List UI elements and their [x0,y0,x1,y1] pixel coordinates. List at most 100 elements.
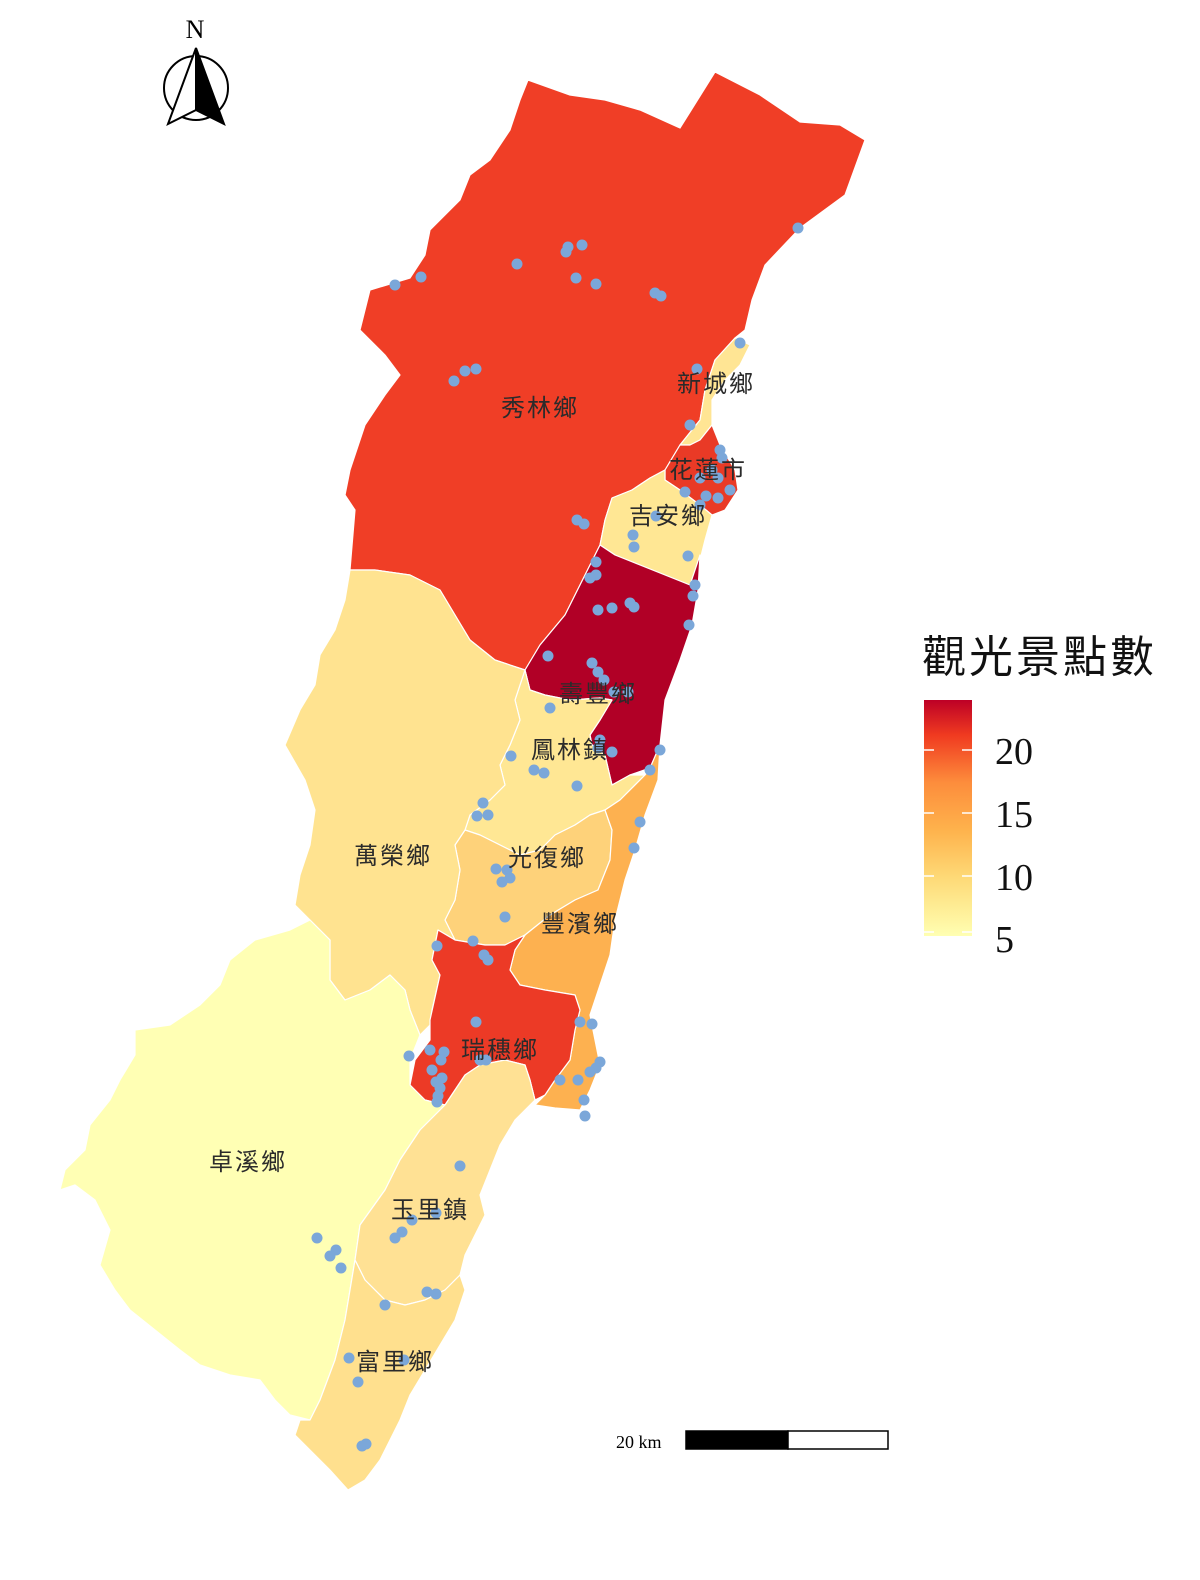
poi-point[interactable] [430,1207,442,1219]
poi-point[interactable] [560,246,572,258]
poi-point[interactable] [398,1354,410,1366]
poi-point[interactable] [691,363,703,375]
poi-point[interactable] [687,590,699,602]
poi-point[interactable] [592,742,604,754]
poi-point[interactable] [584,572,596,584]
poi-point[interactable] [576,239,588,251]
poi-point[interactable] [679,486,691,498]
poi-point[interactable] [448,375,460,387]
poi-point[interactable] [592,604,604,616]
poi-point[interactable] [542,650,554,662]
poi-point[interactable] [712,472,724,484]
poi-point[interactable] [606,746,618,758]
poi-point[interactable] [683,619,695,631]
poi-point[interactable] [471,810,483,822]
poi-point[interactable] [724,484,736,496]
town-label-zhuoxi: 卓溪鄉 [209,1148,287,1176]
poi-point[interactable] [598,674,610,686]
town-label-yuli: 玉里鎮 [391,1196,469,1224]
poi-point[interactable] [335,1262,347,1274]
poi-point[interactable] [579,1110,591,1122]
poi-point[interactable] [528,764,540,776]
poi-point[interactable] [505,750,517,762]
scale-bar-black-segment [685,1430,789,1450]
poi-point[interactable] [482,809,494,821]
poi-point[interactable] [343,1352,355,1364]
poi-point[interactable] [430,1288,442,1300]
poi-point[interactable] [379,1299,391,1311]
poi-point[interactable] [421,1286,433,1298]
poi-point[interactable] [436,1072,448,1084]
poi-point[interactable] [584,1066,596,1078]
poi-point[interactable] [406,1214,418,1226]
poi-point[interactable] [544,702,556,714]
poi-point[interactable] [454,1160,466,1172]
poi-point[interactable] [482,954,494,966]
poi-point[interactable] [622,686,634,698]
poi-point[interactable] [435,1054,447,1066]
poi-point[interactable] [684,419,696,431]
poi-point[interactable] [389,1232,401,1244]
poi-point[interactable] [694,499,706,511]
poi-point[interactable] [470,363,482,375]
poi-point[interactable] [360,1438,372,1450]
town-label-fenglin: 鳳林鎮 [531,736,609,764]
poi-point[interactable] [431,940,443,952]
poi-point[interactable] [490,863,502,875]
poi-point[interactable] [511,258,523,270]
poi-point[interactable] [655,290,667,302]
poi-point[interactable] [424,1044,436,1056]
poi-point[interactable] [574,1016,586,1028]
poi-point[interactable] [470,1016,482,1028]
poi-point[interactable] [459,365,471,377]
poi-point[interactable] [592,666,604,678]
poi-point[interactable] [650,510,662,522]
poi-point[interactable] [403,1050,415,1062]
town-label-wanrong: 萬榮鄉 [354,842,432,870]
poi-point[interactable] [689,579,701,591]
poi-point[interactable] [634,816,646,828]
poi-point[interactable] [586,1018,598,1030]
poi-point[interactable] [590,556,602,568]
poi-point[interactable] [712,492,724,504]
poi-point[interactable] [431,1096,443,1108]
poi-point[interactable] [578,518,590,530]
poi-point[interactable] [477,797,489,809]
poi-point[interactable] [627,529,639,541]
poi-point[interactable] [700,490,712,502]
poi-point[interactable] [644,764,656,776]
poi-point[interactable] [499,911,511,923]
poi-point[interactable] [586,657,598,669]
poi-point[interactable] [415,271,427,283]
poi-point[interactable] [572,1074,584,1086]
legend-tick-5: 5 [995,919,1014,961]
poi-points [311,222,804,1452]
poi-point[interactable] [792,222,804,234]
poi-point[interactable] [628,541,640,553]
poi-point[interactable] [426,1064,438,1076]
region-yuli[interactable] [354,1059,536,1306]
poi-point[interactable] [311,1232,323,1244]
poi-point[interactable] [716,452,728,464]
poi-point[interactable] [706,464,718,476]
poi-point[interactable] [538,767,550,779]
poi-point[interactable] [606,602,618,614]
poi-point[interactable] [654,744,666,756]
poi-point[interactable] [694,472,706,484]
poi-point[interactable] [734,337,746,349]
poi-point[interactable] [590,278,602,290]
poi-point[interactable] [480,1054,492,1066]
poi-point[interactable] [570,272,582,284]
poi-point[interactable] [389,279,401,291]
poi-point[interactable] [682,550,694,562]
poi-point[interactable] [496,876,508,888]
poi-point[interactable] [608,686,620,698]
poi-point[interactable] [352,1376,364,1388]
poi-point[interactable] [324,1250,336,1262]
poi-point[interactable] [628,842,640,854]
poi-point[interactable] [571,780,583,792]
poi-point[interactable] [578,1094,590,1106]
poi-point[interactable] [467,935,479,947]
poi-point[interactable] [628,601,640,613]
poi-point[interactable] [554,1074,566,1086]
